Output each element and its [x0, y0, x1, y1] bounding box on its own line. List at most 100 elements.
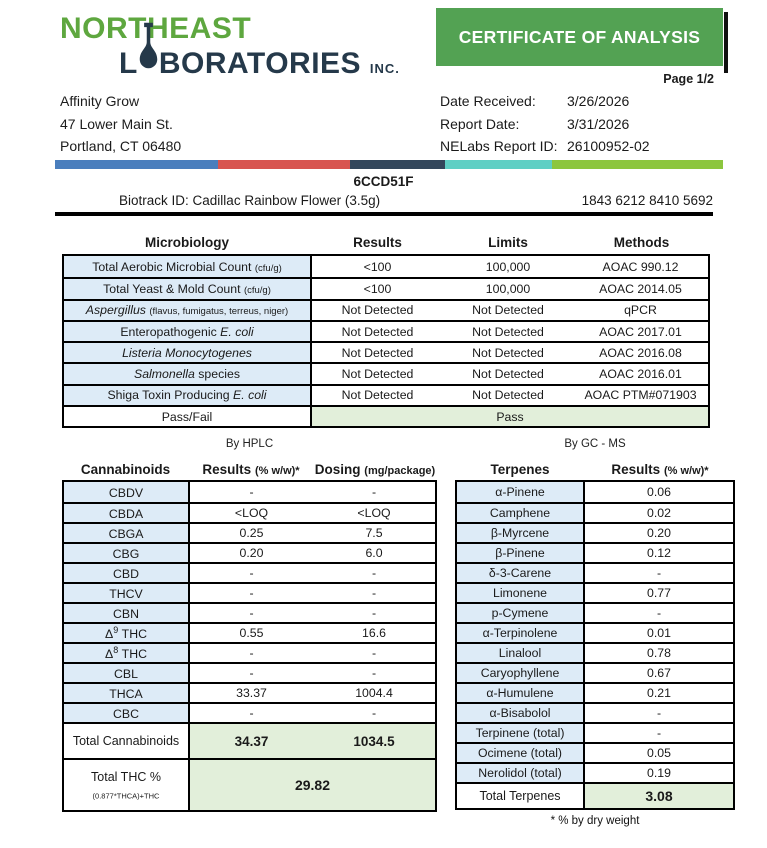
total-terpenes-value: 3.08 — [585, 784, 733, 808]
cannabinoid-name: CBGA — [64, 524, 190, 542]
results-tables-section: By HPLC Cannabinoids Results (% w/w)* Do… — [62, 438, 735, 827]
result-value: 0.25 — [239, 526, 264, 540]
result-value: Not Detected — [341, 303, 414, 318]
dosing-value: - — [371, 706, 377, 720]
terpenes-header: Terpenes — [490, 462, 550, 477]
result-value: - — [249, 485, 254, 499]
biotrack-value: Cadillac Rainbow Flower (3.5g) — [192, 193, 381, 208]
result-value: 0.77 — [647, 586, 671, 600]
table-row: Linalool 0.78 — [457, 642, 733, 662]
report-date-label: Report Date: — [440, 115, 520, 132]
terpene-name: Nerolidol (total) — [457, 764, 585, 782]
terpene-name: Caryophyllene — [457, 664, 585, 682]
biotrack-row: Biotrack ID: Cadillac Rainbow Flower (3.… — [55, 193, 713, 208]
result-value: Not Detected — [341, 388, 414, 403]
cannabinoid-name: THCV — [64, 584, 190, 602]
cannabinoid-name: CBG — [64, 544, 190, 562]
result-value: - — [249, 566, 254, 580]
biotrack-label: Biotrack ID: — [119, 193, 189, 208]
microbiology-header: Microbiology — [145, 234, 229, 250]
pass-fail-row: Pass/Fail Pass — [64, 405, 708, 427]
total-terpenes-row: Total Terpenes 3.08 — [457, 782, 733, 808]
total-cannabinoids-label: Total Cannabinoids — [64, 724, 190, 758]
table-row: Caryophyllene 0.67 — [457, 662, 733, 682]
terpene-name: Terpinene (total) — [457, 724, 585, 742]
results-header: Results (% w/w)* — [202, 462, 300, 477]
dosing-value: 6.0 — [365, 546, 383, 560]
total-terpenes-label: Total Terpenes — [457, 784, 585, 808]
logo-northeast-text: NORTHEAST — [60, 12, 252, 45]
biotrack-id: Biotrack ID: Cadillac Rainbow Flower (3.… — [119, 193, 380, 208]
table-row: Terpinene (total) - — [457, 722, 733, 742]
table-row: Ocimene (total) 0.05 — [457, 742, 733, 762]
result-value: 0.78 — [647, 646, 671, 660]
table-row: β-Pinene 0.12 — [457, 542, 733, 562]
analyte-name: Listeria Monocytogenes — [64, 343, 312, 363]
table-row: CBL - - — [64, 662, 435, 682]
sample-id: 6CCD51F — [353, 174, 414, 189]
limit-value: Not Detected — [472, 345, 544, 360]
client-city: Portland, CT 06480 — [60, 138, 182, 154]
microbiology-table: Total Aerobic Microbial Count (cfu/g) <1… — [62, 254, 710, 429]
report-date-value: 3/31/2026 — [567, 115, 630, 132]
method-value: AOAC 2016.08 — [599, 345, 682, 360]
report-date-row: Report Date: 3/31/2026 — [440, 113, 650, 136]
terpenes-header-row: Terpenes Results (% w/w)* — [455, 454, 735, 480]
cannabinoid-name: CBN — [64, 604, 190, 622]
table-row: CBGA 0.25 7.5 — [64, 522, 435, 542]
dosing-value: <LOQ — [357, 506, 391, 520]
cannabinoid-name: Δ8 THC — [64, 644, 190, 662]
report-id-value: 26100952-02 — [567, 138, 650, 154]
results-header: Results (% w/w)* — [611, 462, 709, 477]
result-value: - — [249, 706, 254, 720]
result-value: 0.21 — [647, 686, 671, 700]
table-row: α-Humulene 0.21 — [457, 682, 733, 702]
terpene-name: δ-3-Carene — [457, 564, 585, 582]
result-value: 0.20 — [239, 546, 264, 560]
table-row: Total Yeast & Mold Count (cfu/g) <100 10… — [64, 277, 708, 299]
total-thc-row: Total THC % (0.877*THCA)+THC 29.82 — [64, 758, 435, 810]
cannabinoid-name: CBC — [64, 704, 190, 722]
result-value: - — [249, 646, 254, 660]
dosing-value: - — [371, 666, 377, 680]
client-address-block: Affinity Grow 47 Lower Main St. Portland… — [60, 90, 181, 158]
table-row: Δ9 THC 0.55 16.6 — [64, 622, 435, 642]
banner-shadow-bar — [724, 12, 728, 73]
table-row: β-Myrcene 0.20 — [457, 522, 733, 542]
dosing-value: - — [371, 566, 377, 580]
terpene-name: Linalool — [457, 644, 585, 662]
result-value: 0.12 — [647, 546, 671, 560]
method-value: qPCR — [624, 303, 657, 318]
result-value: - — [249, 586, 254, 600]
microbiology-header-row: Microbiology Results Limits Methods — [62, 230, 710, 254]
method-value: AOAC 2017.01 — [599, 324, 682, 339]
analyte-name: Total Aerobic Microbial Count (cfu/g) — [64, 256, 312, 278]
stripe-teal-segment — [445, 160, 552, 169]
result-value: 0.20 — [647, 526, 671, 540]
gcms-method-note: By GC - MS — [564, 438, 626, 450]
result-value: <100 — [363, 281, 392, 296]
table-row: δ-3-Carene - — [457, 562, 733, 582]
total-cannabinoids-row: Total Cannabinoids 34.37 1034.5 — [64, 722, 435, 758]
results-header: Results — [353, 234, 402, 250]
dosing-header: Dosing (mg/package) — [314, 462, 436, 477]
analyte-name: Salmonella species — [64, 364, 312, 384]
analyte-name: Shiga Toxin Producing E. coli — [64, 385, 312, 406]
result-value: 0.55 — [239, 626, 264, 640]
result-value: 0.19 — [647, 766, 671, 780]
limit-value: Not Detected — [472, 388, 544, 403]
table-row: CBG 0.20 6.0 — [64, 542, 435, 562]
terpene-name: Camphene — [457, 504, 585, 522]
limit-value: 100,000 — [485, 281, 531, 296]
result-value: Not Detected — [341, 367, 414, 382]
dosing-value: - — [371, 646, 377, 660]
cannabinoid-name: Δ9 THC — [64, 624, 190, 642]
table-row: α-Terpinolene 0.01 — [457, 622, 733, 642]
stripe-navy-segment — [350, 160, 446, 169]
date-received-value: 3/26/2026 — [567, 93, 630, 109]
stripe-green-segment — [551, 160, 723, 169]
terpene-name: α-Terpinolene — [457, 624, 585, 642]
microbiology-section: Microbiology Results Limits Methods Tota… — [62, 230, 710, 429]
table-row: p-Cymene - — [457, 602, 733, 622]
